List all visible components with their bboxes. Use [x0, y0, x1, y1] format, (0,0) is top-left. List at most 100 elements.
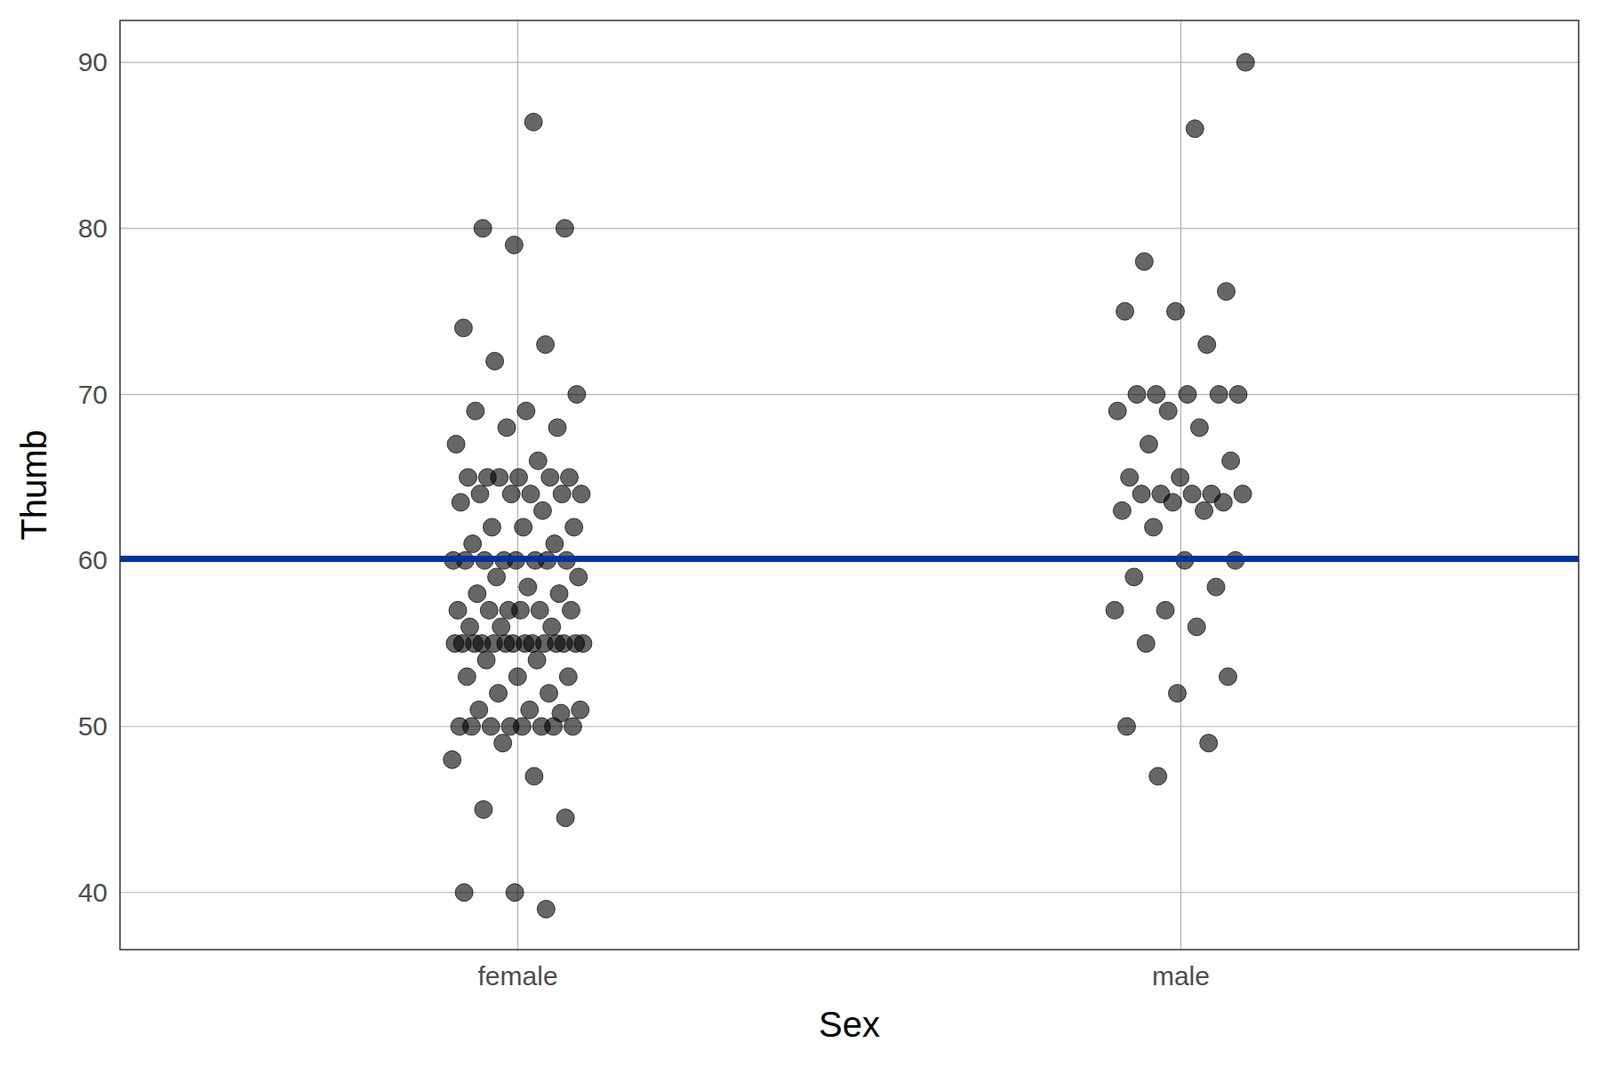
- data-point: [1156, 600, 1175, 619]
- data-point: [459, 468, 478, 487]
- data-point: [505, 883, 524, 902]
- data-point: [1200, 734, 1218, 752]
- data-point: [468, 584, 487, 603]
- x-tick-label: female: [478, 960, 559, 991]
- data-point: [1108, 401, 1127, 420]
- data-point: [544, 717, 563, 736]
- data-point: [1163, 493, 1182, 512]
- data-point: [563, 717, 582, 736]
- data-point: [489, 684, 508, 703]
- data-point: [481, 717, 500, 736]
- data-point: [1171, 468, 1190, 487]
- plot-background: [120, 20, 1579, 950]
- data-point: [1149, 767, 1168, 785]
- data-point: [1135, 252, 1153, 271]
- y-tick-label: 60: [78, 544, 108, 575]
- data-point: [571, 700, 590, 719]
- data-point: [494, 734, 512, 752]
- data-point: [488, 568, 506, 586]
- data-point: [464, 535, 482, 553]
- y-tick-label: 80: [78, 213, 108, 243]
- reference-line: [120, 555, 1579, 562]
- data-point: [1167, 302, 1185, 320]
- data-point: [492, 617, 511, 636]
- x-tick-label: male: [1152, 960, 1210, 991]
- data-point: [1198, 336, 1216, 354]
- data-point: [530, 600, 549, 619]
- data-point: [1120, 468, 1139, 487]
- grid-line: [120, 891, 1579, 893]
- data-point: [536, 899, 555, 918]
- data-point: [533, 501, 552, 520]
- data-point: [541, 468, 560, 487]
- data-point: [1128, 385, 1146, 404]
- data-point: [451, 493, 470, 512]
- data-point: [502, 485, 520, 504]
- data-point: [447, 435, 465, 454]
- chart-svg: 405060708090femalemaleSexThumb: [0, 0, 1600, 1067]
- data-point: [497, 418, 516, 437]
- y-tick-label: 40: [78, 877, 108, 907]
- data-point: [471, 485, 489, 504]
- data-point: [448, 600, 467, 619]
- chart-container: 405060708090femalemaleSexThumb: [0, 0, 1600, 1067]
- data-point: [496, 634, 515, 653]
- data-point: [1159, 401, 1177, 420]
- data-point: [1236, 53, 1255, 72]
- data-point: [1125, 568, 1144, 586]
- data-point: [482, 518, 501, 536]
- data-point: [1233, 485, 1252, 504]
- data-point: [516, 634, 535, 653]
- data-point: [486, 352, 504, 370]
- data-point: [510, 468, 528, 487]
- data-point: [565, 518, 584, 536]
- data-point: [466, 401, 485, 420]
- data-point: [1147, 385, 1166, 404]
- grid-line: [120, 61, 1579, 63]
- data-point: [473, 219, 492, 238]
- data-point: [455, 883, 473, 902]
- y-axis-title: Thumb: [14, 429, 54, 541]
- data-point: [528, 650, 546, 669]
- data-point: [545, 535, 564, 553]
- data-point: [457, 667, 476, 686]
- data-point: [536, 336, 555, 354]
- data-point: [524, 112, 543, 131]
- data-point: [1117, 717, 1136, 736]
- data-point: [1207, 577, 1225, 596]
- data-point: [1222, 451, 1240, 470]
- data-point: [1195, 501, 1214, 520]
- data-point: [443, 750, 462, 768]
- data-point: [567, 634, 585, 653]
- data-point: [1185, 120, 1204, 138]
- data-point: [514, 518, 533, 536]
- data-point: [490, 468, 509, 487]
- grid-line: [120, 393, 1579, 395]
- data-point: [480, 600, 498, 619]
- x-axis-title: Sex: [818, 1004, 880, 1044]
- y-tick-label: 50: [78, 711, 108, 741]
- data-point: [1216, 282, 1235, 301]
- data-point: [569, 568, 588, 586]
- data-point: [560, 468, 579, 487]
- data-point: [512, 717, 531, 736]
- y-tick-label: 70: [78, 379, 108, 409]
- data-point: [461, 617, 480, 636]
- data-point: [555, 219, 574, 238]
- data-point: [561, 600, 580, 619]
- data-point: [525, 767, 544, 785]
- grid-line: [120, 227, 1579, 229]
- data-point: [547, 634, 566, 653]
- data-point: [1229, 385, 1248, 404]
- points-group: [120, 53, 1579, 918]
- data-point: [446, 634, 464, 653]
- data-point: [1112, 501, 1131, 520]
- data-point: [552, 485, 571, 504]
- data-point: [511, 600, 529, 619]
- data-point: [1144, 518, 1163, 536]
- data-point: [462, 717, 480, 736]
- plot-frame: [120, 20, 1579, 950]
- data-point: [504, 235, 523, 254]
- data-point: [1218, 667, 1237, 686]
- data-point: [454, 319, 472, 337]
